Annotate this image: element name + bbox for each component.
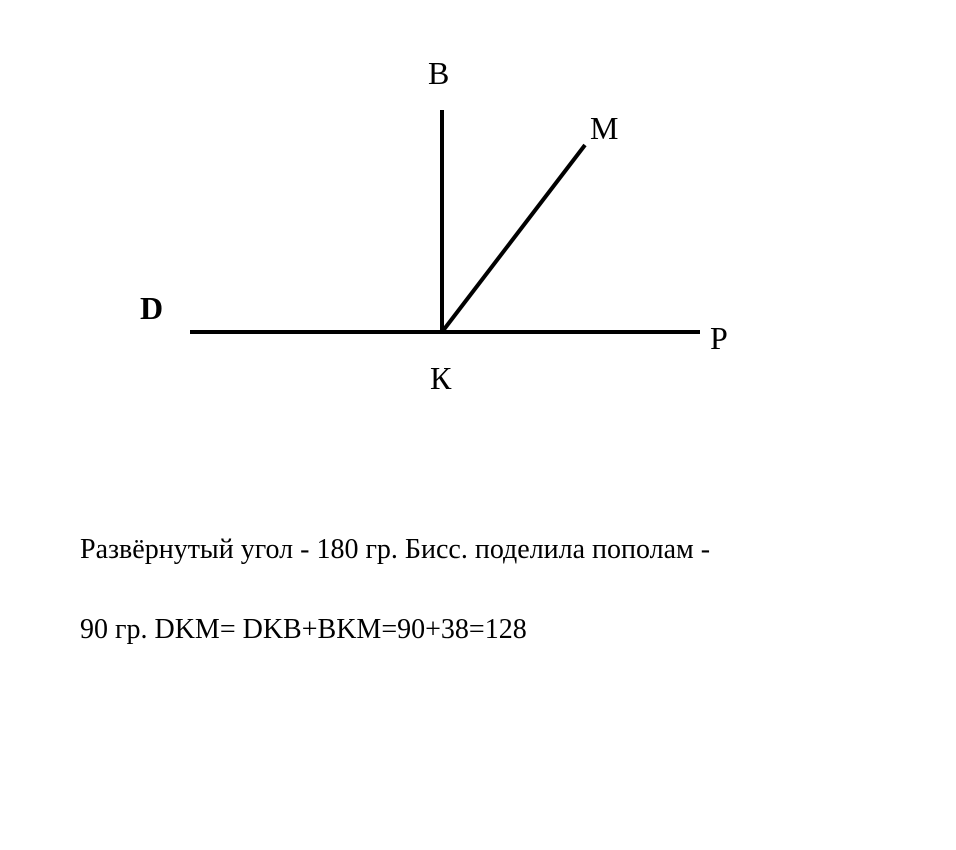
solution-line-1: Развёрнутый угол - 180 гр. Бисс. поделил… — [80, 530, 710, 569]
angle-diagram: B M D P К — [140, 30, 780, 480]
label-b: B — [428, 55, 449, 92]
diagram-svg — [140, 30, 780, 480]
label-m: M — [590, 110, 618, 147]
solution-line-2: 90 гр. DKM= DKB+BKM=90+38=128 — [80, 610, 527, 649]
label-d: D — [140, 290, 163, 327]
line-km — [442, 145, 585, 332]
label-k: К — [430, 360, 451, 397]
label-p: P — [710, 320, 728, 357]
